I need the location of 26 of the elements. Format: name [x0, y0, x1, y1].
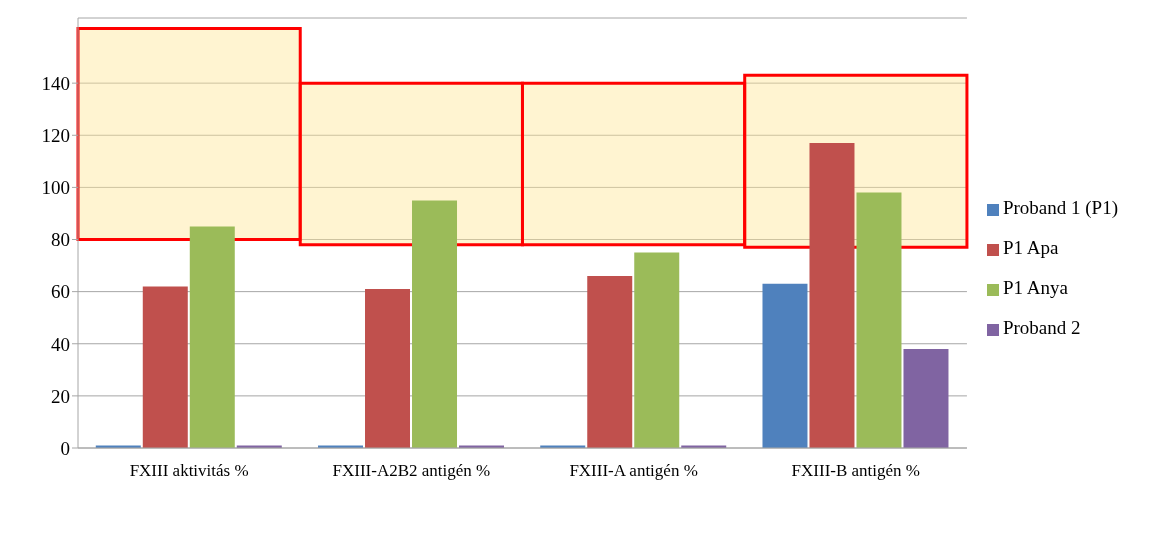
legend-label: Proband 1 (P1): [1002, 197, 1118, 218]
legend-label: Proband 2: [1002, 317, 1081, 338]
legend-label: P1 Apa: [1002, 237, 1059, 258]
bar: [856, 192, 902, 448]
x-tick-label: FXIII aktivitás %: [129, 461, 249, 481]
y-tick-label: 120: [41, 125, 70, 147]
bar: [587, 276, 633, 448]
y-tick-label: 100: [41, 177, 70, 199]
bar: [365, 289, 411, 448]
y-tick-label: 0: [60, 437, 70, 459]
x-tick-label: FXIII-B antigén %: [791, 461, 921, 481]
y-tick-label: 140: [41, 72, 70, 94]
y-tick-label: 80: [51, 229, 70, 251]
y-tick-label: 60: [51, 281, 70, 303]
legend-label: P1 Anya: [1002, 277, 1068, 298]
bar: [412, 200, 458, 448]
bar: [189, 226, 235, 448]
bar: [762, 283, 808, 448]
bar: [903, 348, 949, 448]
x-tick-label: FXIII-A2B2 antigén %: [332, 461, 491, 481]
bar: [634, 252, 680, 448]
y-tick-label: 40: [51, 333, 70, 355]
bar: [142, 286, 188, 448]
y-tick-label: 20: [51, 385, 70, 407]
x-tick-label: FXIII-A antigén %: [569, 461, 698, 481]
bar: [809, 143, 855, 448]
